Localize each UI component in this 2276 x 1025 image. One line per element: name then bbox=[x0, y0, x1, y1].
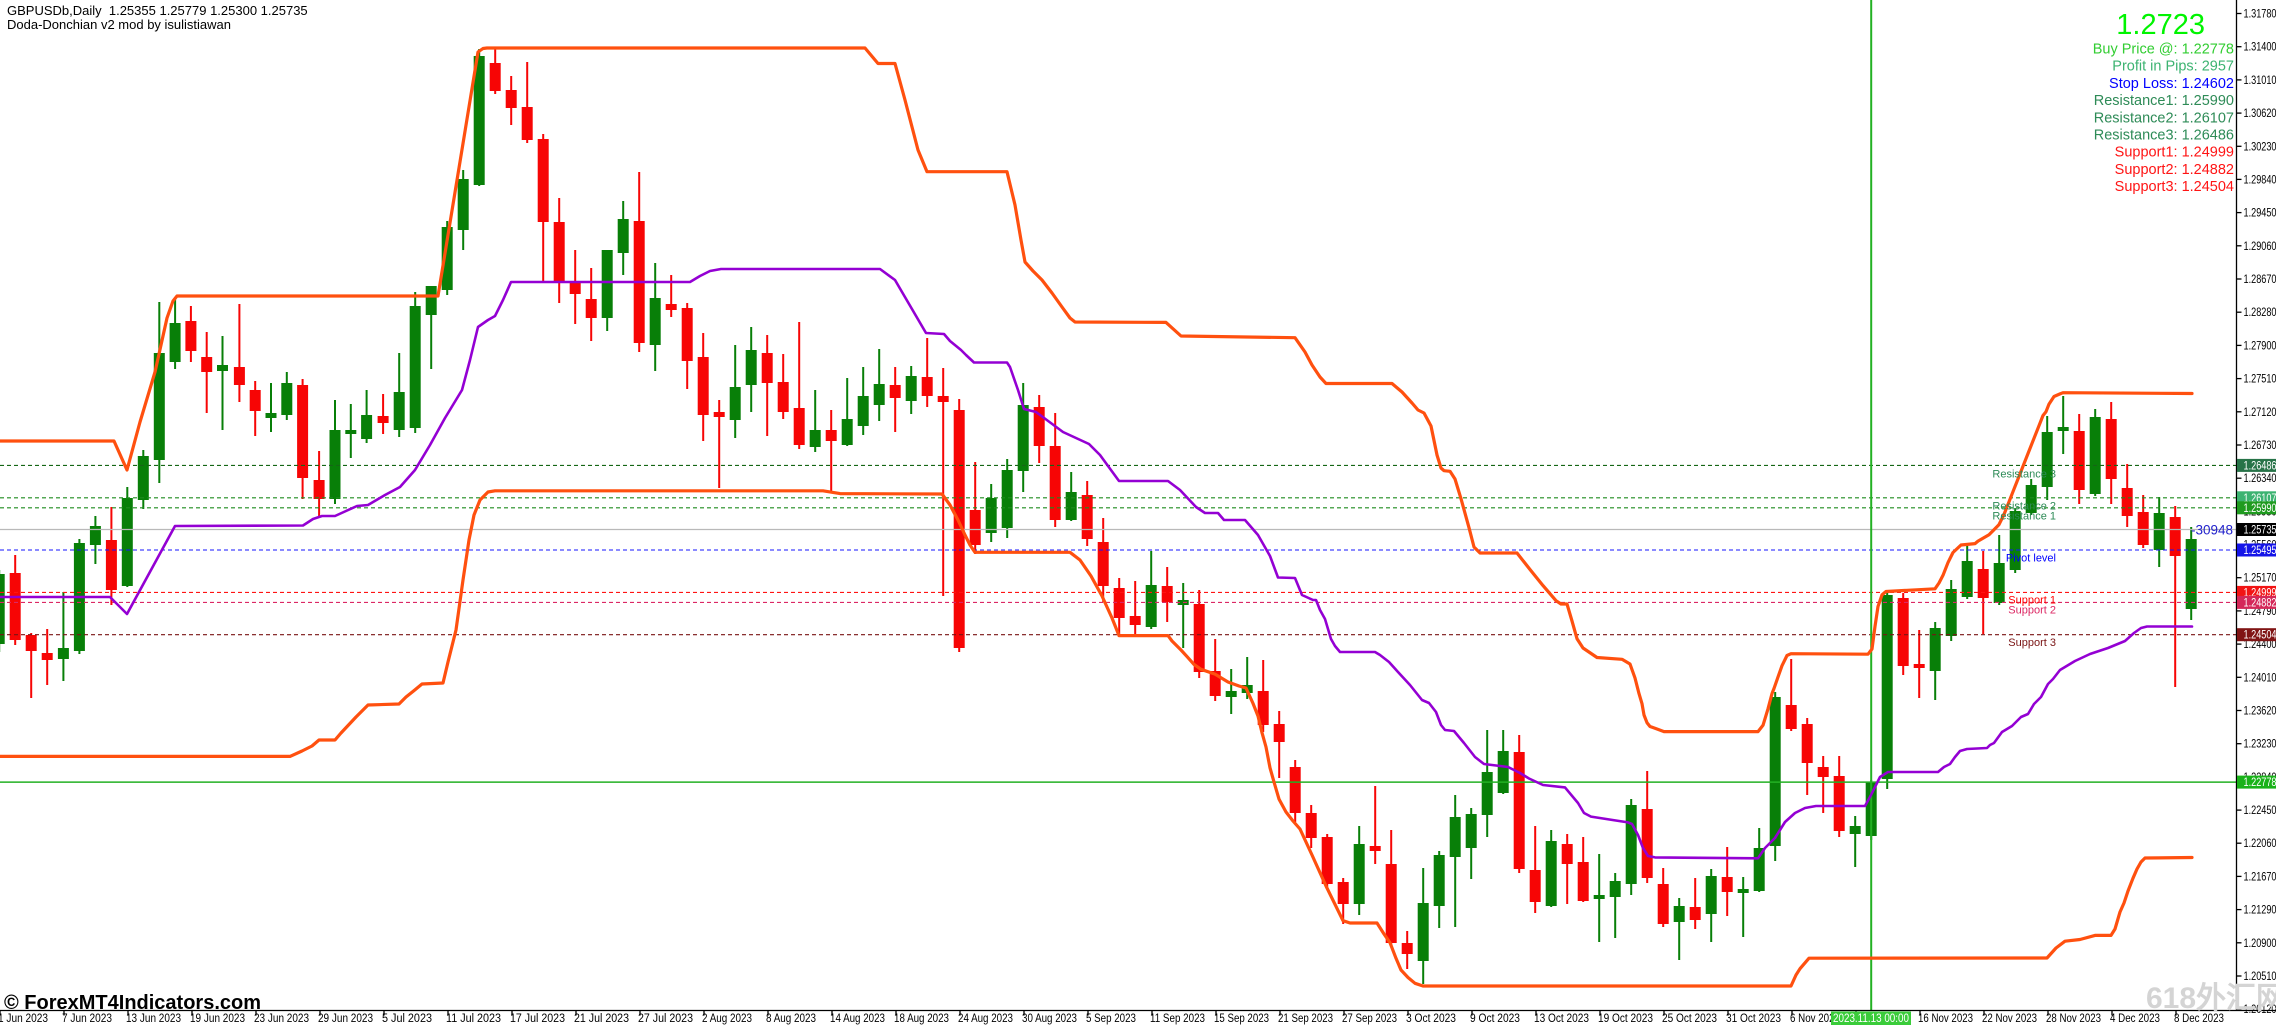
svg-text:13 Jun 2023: 13 Jun 2023 bbox=[126, 1013, 181, 1025]
svg-text:1.30230: 1.30230 bbox=[2244, 141, 2276, 153]
svg-text:19 Oct 2023: 19 Oct 2023 bbox=[1598, 1013, 1653, 1025]
svg-text:618外汇网: 618外汇网 bbox=[2146, 982, 2276, 1015]
svg-text:30 Aug 2023: 30 Aug 2023 bbox=[1022, 1013, 1077, 1025]
svg-text:5 Jul 2023: 5 Jul 2023 bbox=[382, 1013, 432, 1025]
svg-text:1.29060: 1.29060 bbox=[2244, 241, 2276, 253]
svg-text:Pivot level: Pivot level bbox=[2006, 553, 2056, 565]
svg-text:8 Aug 2023: 8 Aug 2023 bbox=[766, 1013, 816, 1025]
svg-text:1.30620: 1.30620 bbox=[2244, 108, 2276, 120]
svg-text:1.31780: 1.31780 bbox=[2244, 9, 2276, 21]
svg-text:1.26340: 1.26340 bbox=[2244, 473, 2276, 485]
svg-text:Resistance1: 1.25990: Resistance1: 1.25990 bbox=[2094, 93, 2234, 109]
svg-text:1.31010: 1.31010 bbox=[2244, 75, 2276, 87]
svg-text:GBPUSDb,Daily 1.25355 1.25779: GBPUSDb,Daily 1.25355 1.25779 1.25300 1.… bbox=[7, 3, 308, 18]
svg-text:1.26730: 1.26730 bbox=[2244, 440, 2276, 452]
svg-text:1.26486: 1.26486 bbox=[2244, 460, 2276, 472]
svg-text:29 Jun 2023: 29 Jun 2023 bbox=[318, 1013, 373, 1025]
svg-text:14 Aug 2023: 14 Aug 2023 bbox=[830, 1013, 885, 1025]
svg-text:1.24504: 1.24504 bbox=[2244, 630, 2276, 642]
svg-text:Resistance2: 1.26107: Resistance2: 1.26107 bbox=[2094, 110, 2234, 126]
svg-text:27 Jul 2023: 27 Jul 2023 bbox=[638, 1013, 693, 1025]
svg-text:1.25735: 1.25735 bbox=[2244, 525, 2276, 537]
svg-text:18 Aug 2023: 18 Aug 2023 bbox=[894, 1013, 949, 1025]
svg-text:Resistance3: 1.26486: Resistance3: 1.26486 bbox=[2094, 128, 2234, 144]
svg-text:28 Nov 2023: 28 Nov 2023 bbox=[2046, 1013, 2101, 1025]
svg-text:25 Oct 2023: 25 Oct 2023 bbox=[1662, 1013, 1717, 1025]
svg-text:1.20900: 1.20900 bbox=[2244, 938, 2276, 950]
svg-text:1.27510: 1.27510 bbox=[2244, 374, 2276, 386]
svg-text:1.23620: 1.23620 bbox=[2244, 706, 2276, 718]
svg-text:11 Jul 2023: 11 Jul 2023 bbox=[446, 1013, 501, 1025]
svg-text:1.27900: 1.27900 bbox=[2244, 340, 2276, 352]
svg-text:Support1: 1.24999: Support1: 1.24999 bbox=[2115, 145, 2234, 161]
svg-text:1.28280: 1.28280 bbox=[2244, 307, 2276, 319]
svg-text:19 Jun 2023: 19 Jun 2023 bbox=[190, 1013, 245, 1025]
svg-text:1.22060: 1.22060 bbox=[2244, 838, 2276, 850]
svg-text:Stop Loss: 1.24602: Stop Loss: 1.24602 bbox=[2109, 76, 2234, 92]
svg-text:Support3: 1.24504: Support3: 1.24504 bbox=[2115, 179, 2234, 195]
svg-text:1 Jun 2023: 1 Jun 2023 bbox=[0, 1013, 48, 1025]
svg-text:22 Nov 2023: 22 Nov 2023 bbox=[1982, 1013, 2037, 1025]
svg-text:Support 1: Support 1 bbox=[2008, 595, 2056, 607]
svg-text:1.29840: 1.29840 bbox=[2244, 174, 2276, 186]
svg-text:1.21670: 1.21670 bbox=[2244, 871, 2276, 883]
svg-text:Profit in Pips: 2957: Profit in Pips: 2957 bbox=[2112, 59, 2234, 75]
svg-text:1.31400: 1.31400 bbox=[2244, 42, 2276, 54]
svg-text:1.23230: 1.23230 bbox=[2244, 739, 2276, 751]
svg-text:24 Aug 2023: 24 Aug 2023 bbox=[958, 1013, 1013, 1025]
svg-text:1.24400: 1.24400 bbox=[2244, 639, 2276, 651]
svg-text:2023.11.13 00:00: 2023.11.13 00:00 bbox=[1833, 1013, 1909, 1025]
svg-text:7 Jun 2023: 7 Jun 2023 bbox=[62, 1013, 112, 1025]
svg-text:Resistance 3: Resistance 3 bbox=[1992, 469, 2056, 481]
svg-text:1.20120: 1.20120 bbox=[2244, 1004, 2276, 1016]
svg-text:1.28670: 1.28670 bbox=[2244, 274, 2276, 286]
svg-text:1.22778: 1.22778 bbox=[2244, 777, 2276, 789]
svg-text:21 Sep 2023: 21 Sep 2023 bbox=[1278, 1013, 1333, 1025]
svg-text:1.25170: 1.25170 bbox=[2244, 573, 2276, 585]
svg-text:17 Jul 2023: 17 Jul 2023 bbox=[510, 1013, 565, 1025]
svg-text:13 Oct 2023: 13 Oct 2023 bbox=[1534, 1013, 1589, 1025]
svg-text:1.24010: 1.24010 bbox=[2244, 672, 2276, 684]
svg-text:1.25495: 1.25495 bbox=[2244, 545, 2276, 557]
svg-text:6 Nov 2023: 6 Nov 2023 bbox=[1790, 1013, 1840, 1025]
svg-text:1.25990: 1.25990 bbox=[2244, 503, 2276, 515]
svg-text:1.29450: 1.29450 bbox=[2244, 208, 2276, 220]
svg-text:Doda-Donchian v2 mod by isulis: Doda-Donchian v2 mod by isulistiawan bbox=[7, 17, 231, 32]
svg-text:9 Oct 2023: 9 Oct 2023 bbox=[1470, 1013, 1520, 1025]
svg-text:31 Oct 2023: 31 Oct 2023 bbox=[1726, 1013, 1781, 1025]
svg-text:1.20510: 1.20510 bbox=[2244, 971, 2276, 983]
svg-text:Buy Price @: 1.22778: Buy Price @: 1.22778 bbox=[2093, 42, 2234, 58]
svg-text:© ForexMT4Indicators.com: © ForexMT4Indicators.com bbox=[4, 992, 261, 1014]
svg-text:Resistance 2: Resistance 2 bbox=[1992, 501, 2056, 513]
svg-text:Resistance 1: Resistance 1 bbox=[1992, 511, 2056, 523]
svg-text:16 Nov 2023: 16 Nov 2023 bbox=[1918, 1013, 1973, 1025]
svg-text:Support 3: Support 3 bbox=[2008, 637, 2056, 649]
svg-text:1.22450: 1.22450 bbox=[2244, 805, 2276, 817]
svg-text:23 Jun 2023: 23 Jun 2023 bbox=[254, 1013, 309, 1025]
svg-text:1.2723: 1.2723 bbox=[2116, 9, 2205, 41]
svg-text:-30948: -30948 bbox=[2191, 523, 2233, 538]
svg-text:8 Dec 2023: 8 Dec 2023 bbox=[2174, 1013, 2224, 1025]
svg-text:2 Aug 2023: 2 Aug 2023 bbox=[702, 1013, 752, 1025]
svg-text:21 Jul 2023: 21 Jul 2023 bbox=[574, 1013, 629, 1025]
svg-text:11 Sep 2023: 11 Sep 2023 bbox=[1150, 1013, 1205, 1025]
svg-text:4 Dec 2023: 4 Dec 2023 bbox=[2110, 1013, 2160, 1025]
svg-text:Support2: 1.24882: Support2: 1.24882 bbox=[2115, 162, 2234, 178]
svg-text:1.24882: 1.24882 bbox=[2244, 597, 2276, 609]
svg-text:5 Sep 2023: 5 Sep 2023 bbox=[1086, 1013, 1136, 1025]
svg-text:15 Sep 2023: 15 Sep 2023 bbox=[1214, 1013, 1269, 1025]
svg-text:1.27120: 1.27120 bbox=[2244, 407, 2276, 419]
svg-text:Support 2: Support 2 bbox=[2008, 605, 2056, 617]
svg-text:1.21290: 1.21290 bbox=[2244, 905, 2276, 917]
svg-text:27 Sep 2023: 27 Sep 2023 bbox=[1342, 1013, 1397, 1025]
svg-text:3 Oct 2023: 3 Oct 2023 bbox=[1406, 1013, 1456, 1025]
